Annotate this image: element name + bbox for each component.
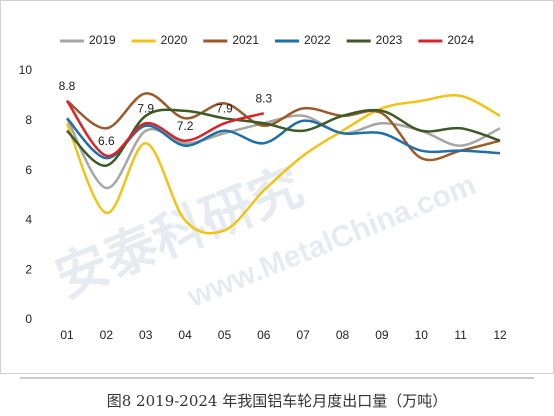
y-tick-label: 2 xyxy=(25,262,32,276)
data-label: 7.9 xyxy=(216,101,233,115)
y-tick-label: 0 xyxy=(25,312,32,326)
x-tick-label: 10 xyxy=(415,328,429,342)
y-tick-label: 4 xyxy=(25,213,32,227)
data-label: 6.6 xyxy=(98,134,115,148)
legend-label: 2022 xyxy=(304,33,331,47)
data-label: 7.9 xyxy=(137,101,154,115)
legend-label: 2019 xyxy=(89,33,116,47)
x-tick-label: 07 xyxy=(297,328,311,342)
x-tick-label: 02 xyxy=(100,328,114,342)
series-line xyxy=(66,92,501,162)
data-label: 8.3 xyxy=(255,92,272,106)
caption: 图8 2019-2024 年我国铝车轮月度出口量（万吨） xyxy=(107,392,448,410)
x-tick-label: 08 xyxy=(336,328,350,342)
series-line xyxy=(66,117,501,160)
data-label: 8.8 xyxy=(59,79,76,93)
legend-label: 2023 xyxy=(376,33,403,47)
y-tick-label: 8 xyxy=(25,113,32,127)
y-tick-label: 6 xyxy=(25,163,32,177)
x-tick-label: 04 xyxy=(178,328,192,342)
y-tick-label: 10 xyxy=(19,63,33,77)
series-line xyxy=(66,108,501,167)
x-tick-label: 01 xyxy=(60,328,74,342)
x-tick-label: 03 xyxy=(139,328,153,342)
series-line xyxy=(65,100,265,157)
legend-label: 2024 xyxy=(447,33,474,47)
data-label: 7.2 xyxy=(177,119,194,133)
x-tick-label: 12 xyxy=(493,328,507,342)
x-tick-label: 11 xyxy=(454,328,467,342)
series-line xyxy=(65,94,501,235)
legend-label: 2020 xyxy=(161,33,188,47)
x-tick-label: 05 xyxy=(218,328,232,342)
legend-label: 2021 xyxy=(232,33,259,47)
x-tick-label: 09 xyxy=(375,328,389,342)
x-tick-label: 06 xyxy=(257,328,271,342)
